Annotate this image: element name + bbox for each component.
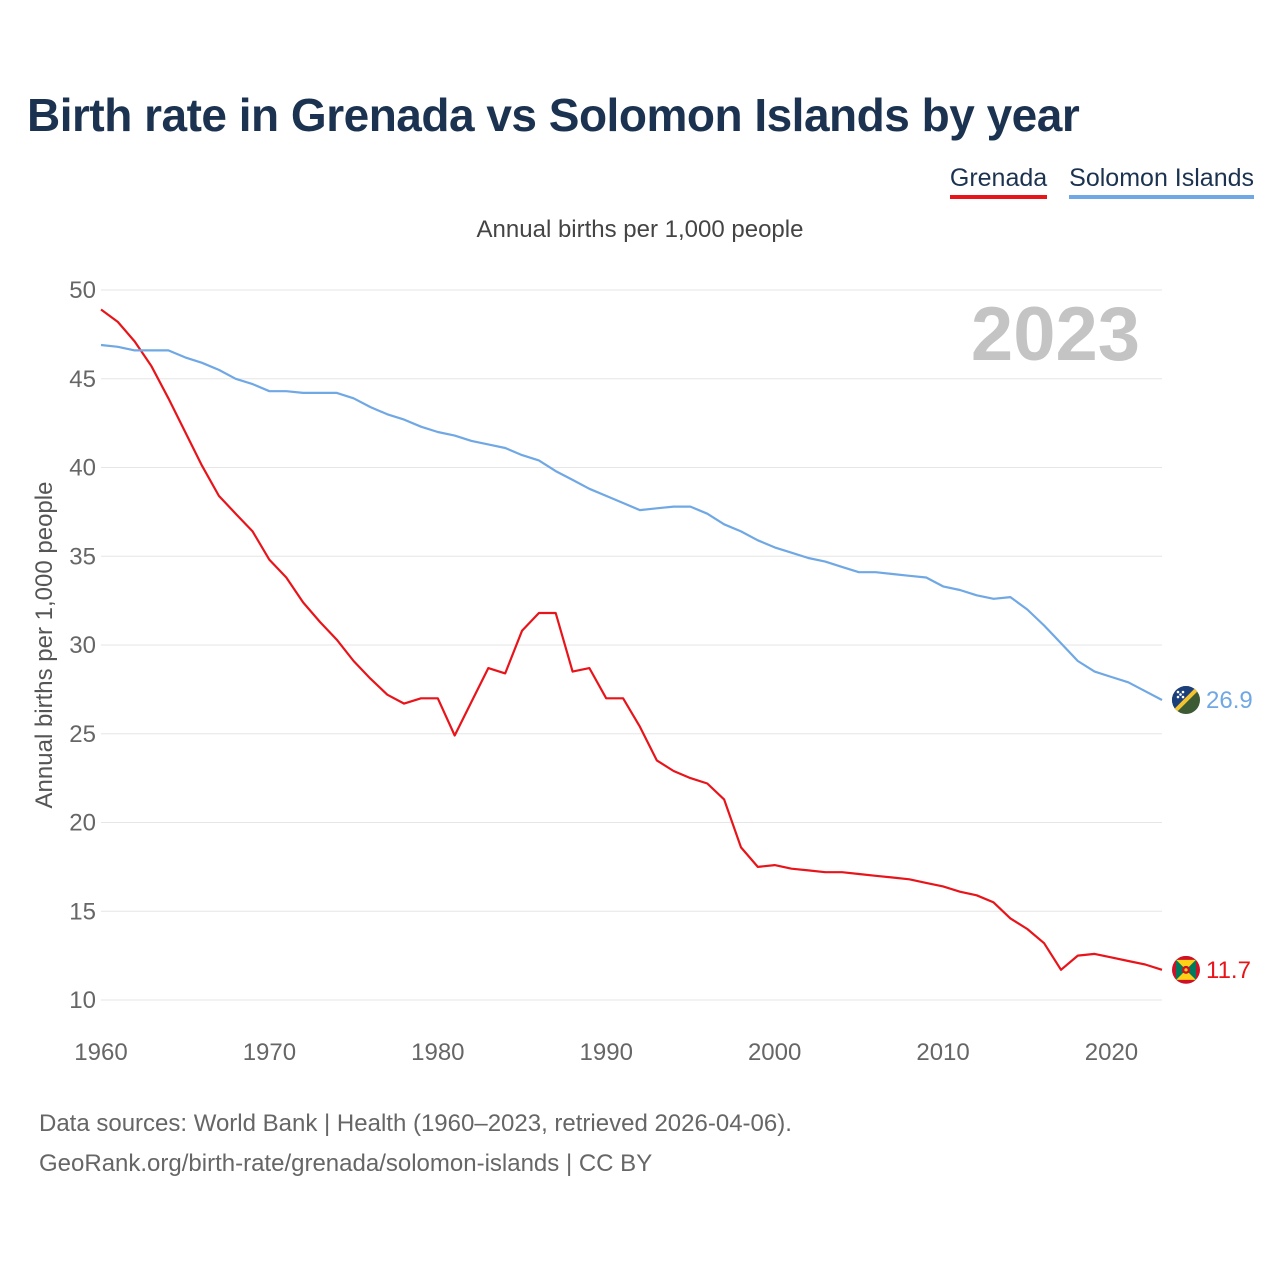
- y-tick-label: 40: [69, 455, 96, 482]
- series-line-grenada[interactable]: [100, 308, 1163, 971]
- y-tick-label: 20: [69, 810, 96, 837]
- grenada-flag-icon: [1172, 955, 1200, 984]
- y-tick-label: 10: [69, 987, 96, 1014]
- y-tick-label: 30: [69, 632, 96, 659]
- legend-item-solomon-islands[interactable]: Solomon Islands: [1069, 164, 1254, 199]
- y-tick-label: 35: [69, 543, 96, 570]
- footer: Data sources: World Bank | Health (1960–…: [39, 1104, 792, 1184]
- x-axis-ticks: 1960 1970 1980 1990 2000 2010 2020: [74, 1039, 1138, 1066]
- y-tick-label: 50: [69, 277, 96, 304]
- gridlines: [101, 289, 1162, 1001]
- solomon-islands-flag-icon: [1172, 686, 1200, 715]
- y-tick-label: 25: [69, 721, 96, 748]
- footer-sources: Data sources: World Bank | Health (1960–…: [39, 1110, 792, 1137]
- y-axis-label: Annual births per 1,000 people: [31, 482, 58, 809]
- y-axis-ticks: 10 15 20 25 30 35 40 45 50: [69, 277, 96, 1014]
- x-tick-label: 2000: [748, 1039, 801, 1066]
- footer-link[interactable]: GeoRank.org/birth-rate/grenada/solomon-i…: [39, 1150, 653, 1177]
- chart-subtitle: Annual births per 1,000 people: [476, 216, 804, 243]
- x-tick-label: 1960: [74, 1039, 127, 1066]
- year-watermark: 2023: [971, 292, 1140, 377]
- chart-title: Birth rate in Grenada vs Solomon Islands…: [27, 89, 1080, 141]
- x-tick-label: 2020: [1085, 1039, 1138, 1066]
- x-tick-label: 1970: [243, 1039, 296, 1066]
- series-lines: [100, 308, 1163, 971]
- legend-item-grenada[interactable]: Grenada: [949, 164, 1048, 199]
- series-line-solomon-islands[interactable]: [100, 343, 1163, 701]
- y-tick-label: 15: [69, 898, 96, 925]
- solomon-islands-end-value: 26.9: [1206, 687, 1253, 714]
- grenada-end-value: 11.7: [1206, 957, 1251, 984]
- x-tick-label: 1980: [411, 1039, 464, 1066]
- x-tick-label: 1990: [580, 1039, 633, 1066]
- line-chart: 2023 10 15 20 25 30 35 40 45 50 1960 1970 1980 1990…: [31, 277, 1253, 1066]
- x-tick-label: 2010: [916, 1039, 969, 1066]
- y-tick-label: 45: [69, 366, 96, 393]
- legend: Grenada Solomon Islands: [949, 164, 1254, 199]
